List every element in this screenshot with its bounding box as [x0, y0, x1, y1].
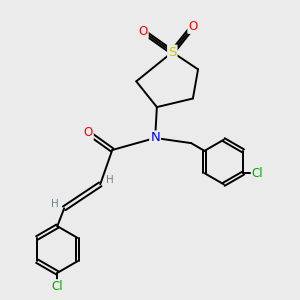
Text: O: O	[139, 25, 148, 38]
Text: H: H	[51, 199, 58, 209]
Text: Cl: Cl	[52, 280, 63, 293]
Text: Cl: Cl	[252, 167, 263, 180]
Text: S: S	[168, 46, 176, 59]
Text: N: N	[150, 131, 160, 145]
Text: O: O	[188, 20, 197, 33]
Text: O: O	[84, 126, 93, 139]
Text: H: H	[106, 175, 114, 185]
